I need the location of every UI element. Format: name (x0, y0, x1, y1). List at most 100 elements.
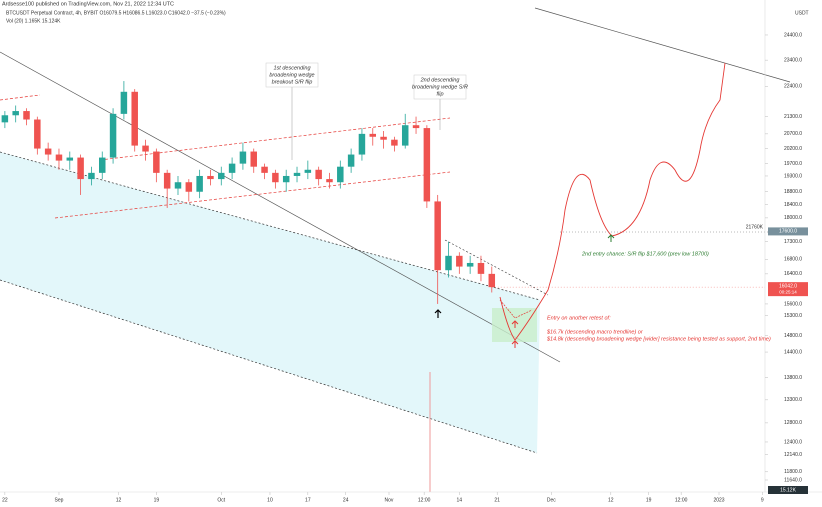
level-box (768, 227, 808, 236)
candle-body (293, 172, 301, 176)
annotation: $16.7k (descending macro trendline) or (546, 329, 644, 335)
annotation: broadening wedge (269, 72, 314, 78)
x-tick-label: 12:00 (418, 497, 431, 503)
y-tick-label: 15300.0 (784, 313, 802, 319)
candle-body (304, 169, 312, 173)
x-tick-label: Sep (55, 497, 64, 503)
candle-body (272, 172, 279, 183)
candle-body (153, 151, 160, 173)
candle-body (44, 148, 52, 155)
candle-body (88, 172, 95, 180)
candle-body (380, 136, 387, 140)
y-tick-label: 12140.0 (784, 452, 802, 458)
candle-body (412, 125, 420, 129)
candle-body (12, 111, 19, 116)
x-tick-label: Dec (547, 497, 556, 503)
candle-body (347, 154, 355, 167)
y-tick-label: 12400.0 (784, 439, 802, 445)
candle-body (391, 139, 398, 146)
x-tick-label: 14 (457, 497, 463, 503)
upper-trendline (534, 7, 791, 83)
x-tick-label: 12 (608, 497, 614, 503)
y-tick-label: 21300.0 (784, 114, 802, 120)
candle-body (477, 262, 485, 274)
candle-body (282, 175, 290, 183)
y-tick-label: 19300.0 (784, 173, 802, 179)
annotation: flip (436, 91, 443, 97)
candle-body (163, 172, 171, 189)
candle-body (326, 179, 333, 183)
y-tick-label: 24400.0 (784, 32, 802, 38)
y-tick-label: 16400.0 (784, 271, 802, 277)
last-price-label: 16042.0 (779, 283, 797, 289)
macro-trendline (0, 51, 561, 363)
y-tick-label: 18400.0 (784, 202, 802, 208)
x-tick-label: 19 (154, 497, 160, 503)
y-tick-label: 16800.0 (784, 257, 802, 263)
candle-body (1, 115, 9, 123)
candle-body (55, 154, 63, 161)
wedge-upper-left (0, 94, 41, 101)
candle-body (196, 175, 203, 192)
candle-body (120, 91, 128, 114)
candle-body (445, 255, 452, 271)
candle-body (423, 128, 431, 202)
volume-box (768, 486, 808, 494)
candle-body (456, 255, 463, 267)
candle-body (207, 175, 214, 180)
x-tick-label: 19 (646, 497, 652, 503)
candle-body (185, 182, 193, 192)
symbol-info: BTCUSDT Perpetual Contract, 4h, BYBIT O1… (6, 10, 226, 16)
candle-body (99, 157, 106, 173)
x-tick-label: 12:00 (675, 497, 688, 503)
candle-body (174, 182, 182, 189)
projection-path (499, 62, 726, 341)
candle-body (401, 125, 409, 146)
y-tick-label: 15600.0 (784, 301, 802, 307)
annotation: $14.8k (descending broadening wedge [wid… (546, 336, 771, 342)
candle-body (337, 166, 344, 183)
candle-body (250, 151, 257, 167)
currency: USDT (795, 10, 809, 16)
arrow (511, 320, 519, 348)
y-tick-label: 20700.0 (784, 131, 802, 137)
y-tick-label: 22400.0 (784, 84, 802, 90)
candle-body (358, 133, 366, 155)
wedge-upper (99, 117, 451, 161)
x-tick-label: 21 (494, 497, 500, 503)
y-tick-label: 20200.0 (784, 146, 802, 152)
x-tick-label: 9 (761, 497, 764, 503)
candle-body (218, 172, 225, 180)
annotation-box (265, 62, 319, 88)
candle-body (315, 169, 322, 180)
annotation: Entry on another retest of: (547, 315, 611, 321)
candle-body (369, 133, 377, 137)
annotation-box (413, 74, 467, 100)
candle-body (261, 166, 268, 173)
arrow (434, 309, 442, 318)
last-price-box (768, 282, 808, 297)
y-tick-label: 19700.0 (784, 161, 802, 167)
level-label: 17600.0 (779, 229, 797, 235)
candle-body (131, 91, 138, 146)
candle-body (77, 157, 84, 180)
y-tick-label: 12800.0 (784, 420, 802, 426)
candle-body (34, 119, 41, 149)
x-tick-label: 10 (267, 497, 273, 503)
candle-body (488, 273, 496, 288)
y-tick-label: 23400.0 (784, 57, 802, 63)
y-tick-label: 18000.0 (784, 215, 802, 221)
y-tick-label: 18800.0 (784, 189, 802, 195)
annotation: breakout S/R flip (272, 79, 313, 85)
x-tick-label: Nov (385, 497, 394, 503)
x-tick-label: 12 (116, 497, 122, 503)
y-tick-label: 11800.0 (784, 469, 802, 475)
x-tick-label: 24 (343, 497, 349, 503)
y-tick-label: 13800.0 (784, 375, 802, 381)
x-tick-label: 22 (2, 497, 8, 503)
volume-info: Vol (20) 1.165K 15.124K (6, 18, 61, 24)
annotation: broadening wedge S/R (412, 84, 468, 90)
x-tick-label: 2023 (713, 497, 724, 503)
y-tick-label: 13300.0 (784, 397, 802, 403)
level-line-label: 21760K (746, 225, 764, 231)
